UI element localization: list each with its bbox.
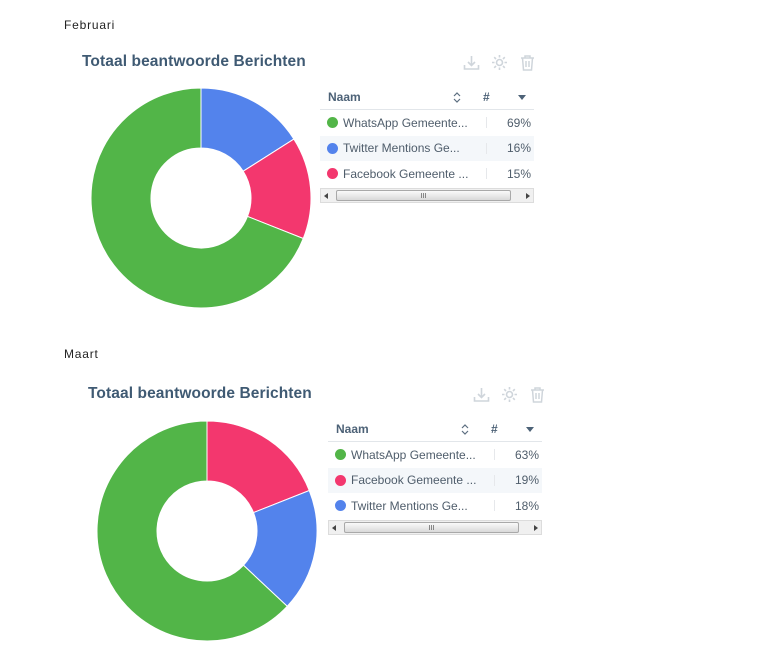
month-label-februari: Februari [64, 18, 116, 32]
legend-value: 15% [506, 166, 531, 181]
legend-dot [327, 142, 338, 154]
donut-slice[interactable] [206, 420, 310, 514]
gear-icon[interactable] [491, 54, 508, 71]
scroll-thumb[interactable]: III [336, 189, 511, 201]
chart-toolbar [473, 386, 546, 403]
legend-table: Naam # WhatsApp Gemeente... 69% Twitter … [320, 85, 534, 203]
legend-row[interactable]: Twitter Mentions Ge... 16% [320, 135, 534, 161]
horizontal-scrollbar[interactable]: III [328, 519, 542, 535]
legend-row[interactable]: Facebook Gemeente ... 15% [320, 161, 534, 187]
scroll-grip: III [428, 524, 435, 532]
cell-divider [494, 474, 495, 486]
download-icon[interactable] [473, 386, 490, 403]
legend-label: Facebook Gemeente ... [351, 473, 476, 488]
caret-down-icon[interactable] [526, 427, 534, 432]
month-label-maart: Maart [64, 347, 99, 361]
gear-icon[interactable] [501, 386, 518, 403]
legend-table: Naam # WhatsApp Gemeente... 63% Facebook… [328, 417, 542, 535]
scroll-right-icon[interactable] [534, 524, 538, 531]
chart-widget-februari: Totaal beantwoorde Berichten Naam # What… [0, 0, 560, 309]
scroll-thumb[interactable]: III [344, 521, 519, 533]
legend-value: 19% [514, 473, 539, 488]
horizontal-scrollbar[interactable]: III [320, 187, 534, 203]
caret-down-icon[interactable] [518, 95, 526, 100]
legend-row[interactable]: Facebook Gemeente ... 19% [328, 467, 542, 493]
legend-dot [327, 117, 338, 129]
legend-label: WhatsApp Gemeente... [351, 447, 476, 462]
chart-title: Totaal beantwoorde Berichten [82, 53, 306, 70]
chart-toolbar [463, 54, 536, 71]
legend-row[interactable]: Twitter Mentions Ge... 18% [328, 493, 542, 519]
cell-divider [486, 168, 487, 179]
chart-widget-maart: Totaal beantwoorde Berichten Naam # What… [0, 330, 560, 642]
legend-header: Naam # [328, 417, 542, 442]
legend-dot [335, 449, 346, 461]
legend-dot [335, 500, 346, 512]
scroll-grip: III [420, 192, 427, 200]
column-header-name[interactable]: Naam [336, 422, 369, 436]
legend-label: Twitter Mentions Ge... [343, 141, 460, 156]
scroll-right-icon[interactable] [526, 192, 530, 199]
sort-icon[interactable] [461, 424, 469, 435]
trash-icon[interactable] [529, 386, 546, 403]
download-icon[interactable] [463, 54, 480, 71]
donut-slice[interactable] [242, 489, 318, 608]
donut-svg [96, 420, 318, 642]
donut-chart [86, 83, 316, 313]
legend-value: 16% [506, 141, 531, 156]
donut-chart [92, 416, 322, 646]
legend-dot [327, 168, 338, 180]
legend-label: Facebook Gemeente ... [343, 166, 468, 181]
legend-header: Naam # [320, 85, 534, 110]
legend-row[interactable]: WhatsApp Gemeente... 69% [320, 110, 534, 136]
column-header-name[interactable]: Naam [328, 90, 361, 104]
cell-divider [494, 449, 495, 460]
chart-title: Totaal beantwoorde Berichten [88, 385, 312, 402]
legend-label: Twitter Mentions Ge... [351, 498, 468, 513]
column-header-count[interactable]: # [491, 422, 498, 436]
cell-divider [486, 142, 487, 154]
legend-value: 63% [514, 447, 539, 462]
legend-dot [335, 474, 346, 486]
donut-svg [90, 87, 312, 309]
legend-value: 69% [506, 115, 531, 130]
legend-label: WhatsApp Gemeente... [343, 115, 468, 130]
cell-divider [494, 500, 495, 511]
donut-slice[interactable] [96, 420, 288, 642]
trash-icon[interactable] [519, 54, 536, 71]
scroll-left-icon[interactable] [332, 524, 336, 531]
donut-slice[interactable] [90, 87, 304, 309]
legend-value: 18% [514, 498, 539, 513]
legend-row[interactable]: WhatsApp Gemeente... 63% [328, 442, 542, 468]
scroll-left-icon[interactable] [324, 192, 328, 199]
sort-icon[interactable] [453, 92, 461, 103]
cell-divider [486, 117, 487, 128]
column-header-count[interactable]: # [483, 90, 490, 104]
